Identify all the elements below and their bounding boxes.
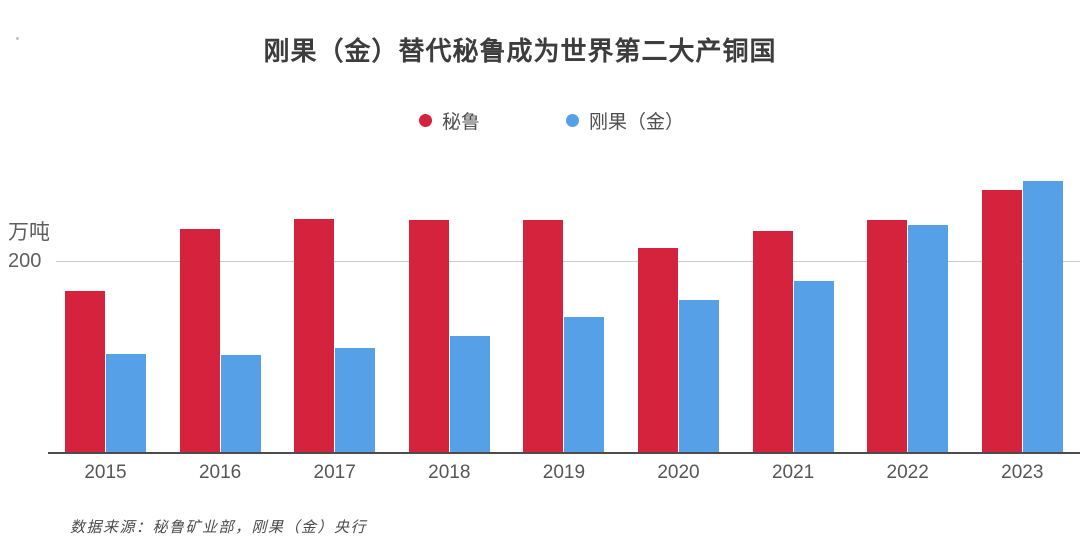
x-axis-label-2015: 2015 — [84, 462, 127, 483]
bar-congo-2015 — [106, 354, 146, 452]
x-axis-label-2016: 2016 — [198, 462, 242, 483]
chart-title: 刚果（金）替代秘鲁成为世界第二大产铜国 — [263, 36, 777, 66]
x-axis-label-2023: 2023 — [1001, 462, 1044, 483]
bar-congo-2016 — [220, 355, 261, 452]
legend-item-congo: 刚果（金） — [566, 107, 684, 134]
bar-congo-2023 — [1022, 181, 1063, 452]
bar-congo-2018 — [449, 336, 490, 452]
bar-peru-2019 — [523, 220, 564, 452]
x-axis-label-2021: 2021 — [771, 462, 815, 483]
y-axis-unit-label: 万吨 — [8, 221, 50, 244]
bar-peru-2018 — [408, 220, 449, 452]
data-source-note: 数据来源：秘鲁矿业部，刚果（金）央行 — [70, 520, 368, 536]
legend-dot-congo-icon — [566, 114, 580, 127]
bar-peru-2020 — [638, 247, 678, 452]
bar-congo-2021 — [793, 281, 834, 452]
x-axis-line — [48, 452, 1080, 454]
x-axis-label-2022: 2022 — [886, 462, 929, 483]
bar-congo-2022 — [908, 224, 949, 452]
gridline-200 — [56, 261, 1080, 262]
legend: 秘鲁 刚果（金） — [419, 107, 684, 134]
bar-peru-2023 — [981, 189, 1022, 452]
bar-peru-2017 — [294, 219, 335, 452]
bar-peru-2021 — [752, 230, 793, 452]
bar-peru-2015 — [65, 290, 105, 452]
bar-congo-2020 — [679, 300, 719, 452]
legend-label-peru: 秘鲁 — [442, 112, 481, 133]
x-axis-label-2018: 2018 — [428, 462, 471, 483]
x-axis-label-2017: 2017 — [313, 462, 356, 483]
x-axis-label-2019: 2019 — [542, 462, 586, 483]
bar-congo-2019 — [564, 317, 605, 452]
legend-dot-peru-icon — [419, 114, 432, 127]
y-axis-tick-200: 200 — [8, 250, 42, 272]
bar-peru-2016 — [179, 228, 220, 452]
bar-congo-2017 — [335, 347, 376, 452]
legend-label-congo: 刚果（金） — [589, 112, 685, 133]
x-axis-label-2020: 2020 — [657, 462, 700, 483]
bar-peru-2022 — [867, 220, 908, 452]
stray-dot-artifact — [16, 37, 19, 40]
legend-item-peru: 秘鲁 — [419, 107, 480, 134]
